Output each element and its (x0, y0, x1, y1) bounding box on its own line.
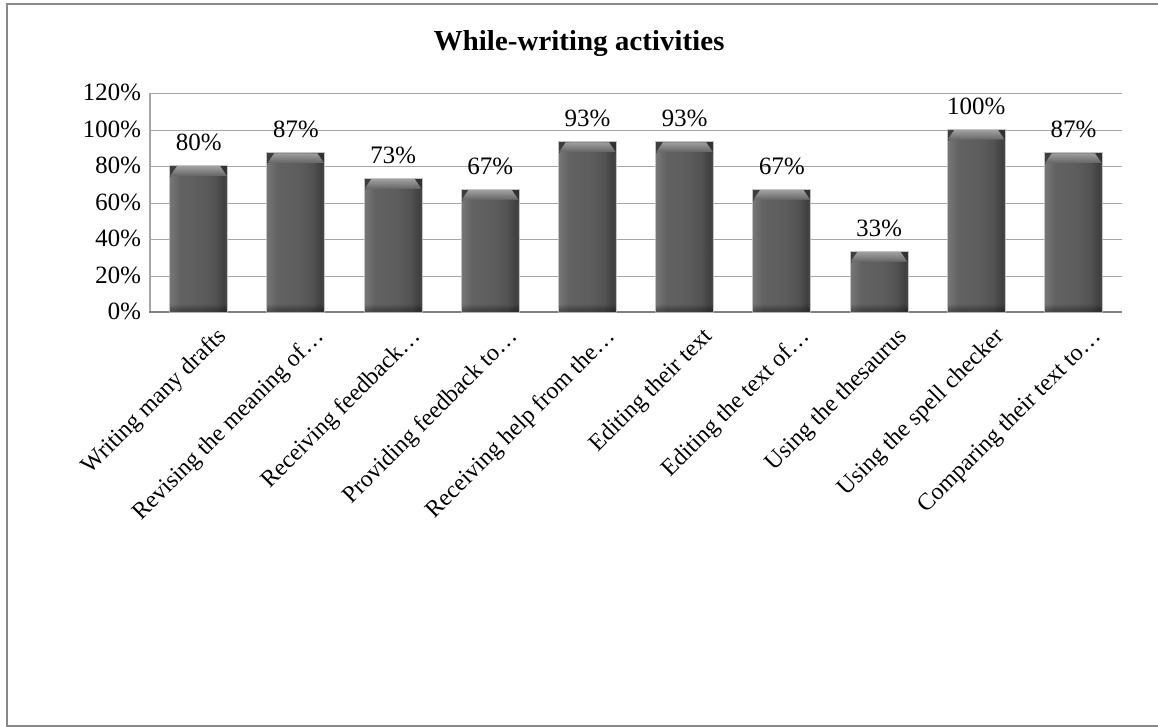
bar (558, 142, 616, 312)
y-tick-label: 60% (95, 188, 141, 216)
gridline (150, 275, 1122, 277)
y-tick-label: 40% (95, 225, 141, 252)
bar-data-label: 67% (758, 152, 805, 180)
chart-title: While-writing activities (433, 25, 725, 57)
bar (1044, 153, 1102, 312)
bar-data-label: 33% (856, 214, 902, 242)
bar-data-label: 67% (467, 152, 514, 180)
bar (267, 153, 325, 312)
bar (656, 142, 714, 312)
y-tick-label: 20% (95, 261, 141, 289)
y-tick-label: 120% (82, 79, 141, 106)
bar (364, 178, 422, 313)
bar (753, 189, 811, 313)
y-tick-label: 100% (82, 115, 141, 143)
gridline (150, 202, 1122, 204)
bar-data-label: 80% (175, 129, 222, 156)
bar-data-label: 100% (947, 92, 1006, 120)
bar (170, 166, 228, 312)
bar-data-label: 93% (661, 105, 708, 133)
bar-data-label: 73% (370, 141, 416, 169)
plot-area: 80% 87% 73% 67% 93% 93% 67% 33% 100% 87% (149, 92, 1122, 313)
bar-data-label: 87% (272, 116, 319, 144)
bar (461, 189, 519, 313)
x-axis-line (149, 311, 1122, 313)
gridline (150, 93, 1122, 94)
gridline (150, 166, 1122, 167)
bar-data-label: 87% (1050, 116, 1097, 144)
gridline (150, 129, 1122, 131)
gridline (150, 239, 1122, 240)
y-axis-tick-labels: 120% 100% 80% 60% 40% 20% 0% (0, 79, 141, 325)
bar-data-label: 93% (564, 105, 611, 133)
y-tick-label: 0% (107, 298, 141, 325)
bar (850, 251, 908, 313)
y-tick-label: 80% (95, 152, 141, 179)
bar (947, 129, 1005, 312)
